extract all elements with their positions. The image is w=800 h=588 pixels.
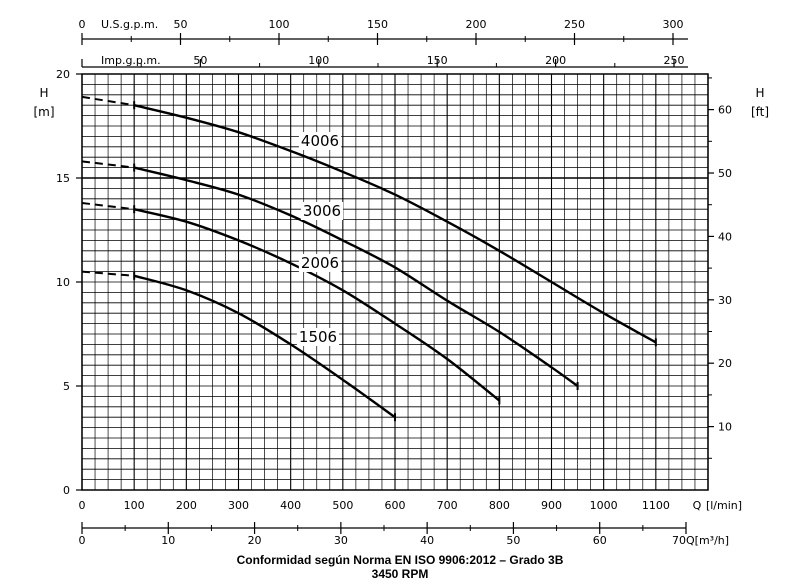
series-3006-dashed	[81, 160, 135, 169]
x-m3h-tick-label: 30	[334, 534, 348, 547]
x-impgpm-tick-label: 50	[193, 54, 207, 67]
series-label-1506: 1506	[299, 328, 337, 346]
labels: 4006 3006 2006 1506	[296, 132, 344, 346]
x-lmin-tick-label: 100	[124, 499, 145, 512]
x-m3h-end-label: 70	[672, 534, 686, 547]
grid	[81, 73, 709, 491]
series	[81, 95, 657, 422]
x-m3h-tick-label: 40	[420, 534, 434, 547]
x-lmin-tick-label: 200	[176, 499, 197, 512]
x-usgpm-tick-label: 250	[564, 18, 585, 31]
series-label-bg	[298, 254, 342, 272]
x-m3h-tick-label: 50	[506, 534, 520, 547]
y-right-tick-label: 40	[718, 230, 732, 243]
x-m3h-tick-label: 20	[248, 534, 262, 547]
series-label-bg	[298, 132, 342, 150]
y-right-tick-label: 50	[718, 167, 732, 180]
x-impgpm-tick-label: 150	[427, 54, 448, 67]
x-impgpm-tick-label: 100	[308, 54, 329, 67]
series-2006-line	[133, 208, 501, 402]
x-impgpm-label: Imp.g.p.m.	[101, 54, 161, 67]
series-4006-dashed	[81, 95, 135, 107]
x-lmin-unit: [l/min]	[706, 499, 742, 512]
x-impgpm-tick-label: 250	[664, 54, 685, 67]
x-impgpm-tick-label: 200	[545, 54, 566, 67]
series-3006-line	[133, 166, 579, 387]
x-lmin-tick-label: 1100	[642, 499, 670, 512]
x-m3h-tick-label: 0	[79, 534, 86, 547]
y-left-unit-label: [m]	[33, 105, 54, 119]
x-usgpm-tick-label: 100	[269, 18, 290, 31]
y-left-tick-label: 0	[63, 484, 70, 497]
caption-rpm: 3450 RPM	[371, 567, 429, 581]
y-left-axis-label: H	[39, 86, 48, 100]
x-m3h-tick-label: 10	[161, 534, 175, 547]
y-right-tick-label: 60	[718, 104, 732, 117]
x-usgpm-tick-label: 0	[79, 18, 86, 31]
x-q-label: Q	[693, 499, 702, 512]
series-4006-line	[133, 104, 657, 344]
x-usgpm-tick-label: 50	[174, 18, 188, 31]
x-lmin-tick-label: 600	[385, 499, 406, 512]
y-left-tick-label: 20	[56, 68, 70, 81]
x-lmin-tick-label: 900	[541, 499, 562, 512]
x-lmin-tick-label: 300	[228, 499, 249, 512]
x-lmin-tick-label: 1000	[590, 499, 618, 512]
y-right-axis-label: H	[755, 86, 764, 100]
x-usgpm-tick-label: 200	[466, 18, 487, 31]
series-1506-line	[133, 274, 396, 419]
x-lmin-tick-label: 400	[280, 499, 301, 512]
series-label-bg	[300, 202, 344, 220]
series-label-4006: 4006	[301, 132, 339, 150]
x-usgpm-tick-label: 300	[663, 18, 684, 31]
x-m3h-unit: Q[m³/h]	[686, 534, 729, 547]
series-1506-dashed	[81, 270, 135, 277]
x-m3h-tick-label: 60	[593, 534, 607, 547]
x-lmin-tick-label: 700	[437, 499, 458, 512]
y-right-unit-label: [ft]	[751, 105, 769, 119]
x-lmin-tick-label: 500	[332, 499, 353, 512]
y-right-tick-label: 30	[718, 294, 732, 307]
x-usgpm-tick-label: 150	[367, 18, 388, 31]
caption: Conformidad según Norma EN ISO 9906:2012…	[0, 553, 800, 581]
series-2006-dashed	[81, 202, 135, 211]
series-label-bg	[296, 328, 340, 346]
y-right-tick-label: 20	[718, 357, 732, 370]
y-left-tick-label: 15	[56, 172, 70, 185]
y-left-tick-label: 10	[56, 276, 70, 289]
x-lmin-tick-label: 0	[79, 499, 86, 512]
series-label-2006: 2006	[301, 254, 339, 272]
x-usgpm-label: U.S.g.p.m.	[101, 18, 158, 31]
y-left-tick-label: 5	[63, 380, 70, 393]
caption-standard: Conformidad según Norma EN ISO 9906:2012…	[236, 553, 564, 567]
series-label-3006: 3006	[303, 202, 341, 220]
y-right-tick-label: 10	[718, 421, 732, 434]
x-lmin-tick-label: 800	[489, 499, 510, 512]
